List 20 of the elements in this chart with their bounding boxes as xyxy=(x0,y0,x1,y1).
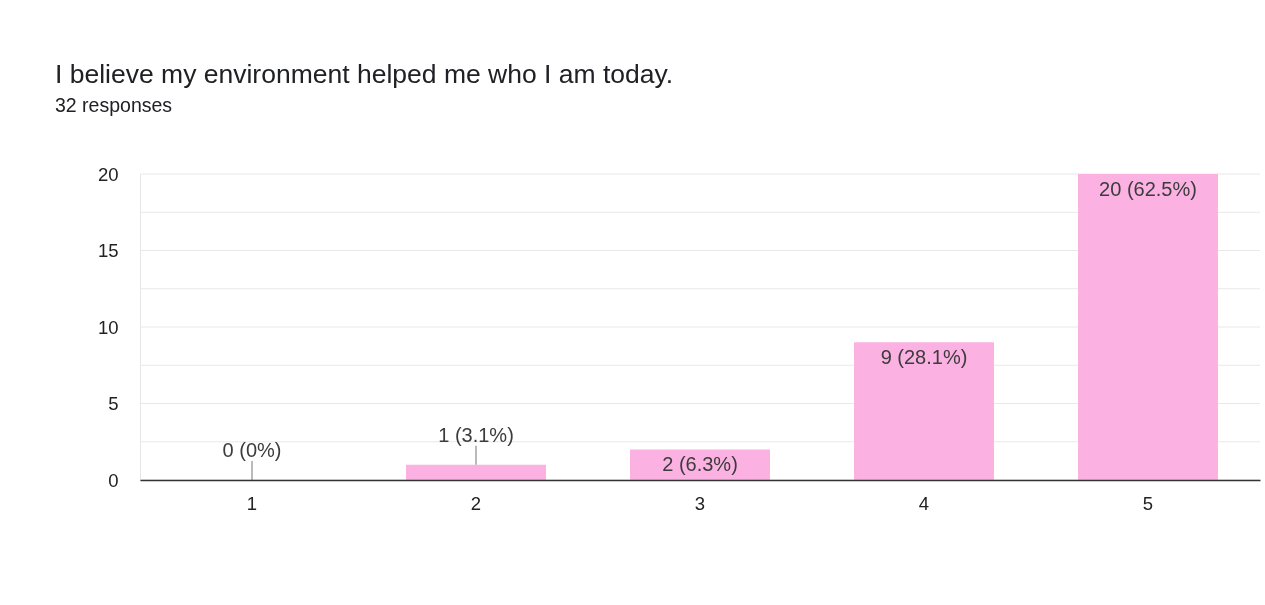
x-tick-label: 5 xyxy=(1142,492,1154,514)
data-label: 0 (0%) xyxy=(222,439,282,461)
x-tick-label: 3 xyxy=(694,492,706,514)
chart-title: I believe my environment helped me who I am today. xyxy=(55,59,674,89)
y-tick-label: 20 xyxy=(97,163,119,185)
bar xyxy=(854,342,994,480)
data-label: 1 (3.1%) xyxy=(438,423,514,446)
y-tick-label: 0 xyxy=(108,469,119,491)
x-tick-label: 1 xyxy=(246,492,258,514)
y-tick-label: 5 xyxy=(108,393,119,414)
bar xyxy=(1078,174,1218,480)
y-tick-label: 15 xyxy=(97,240,119,261)
data-label: 9 (28.1%) xyxy=(880,346,968,369)
x-tick-label: 2 xyxy=(470,492,482,514)
data-label: 2 (6.3%) xyxy=(662,453,738,476)
y-tick-label: 10 xyxy=(97,316,119,338)
x-tick-label: 4 xyxy=(918,492,930,514)
bar xyxy=(406,464,546,480)
data-label: 20 (62.5%) xyxy=(1099,178,1197,200)
chart-subtitle: 32 responses xyxy=(55,93,173,116)
